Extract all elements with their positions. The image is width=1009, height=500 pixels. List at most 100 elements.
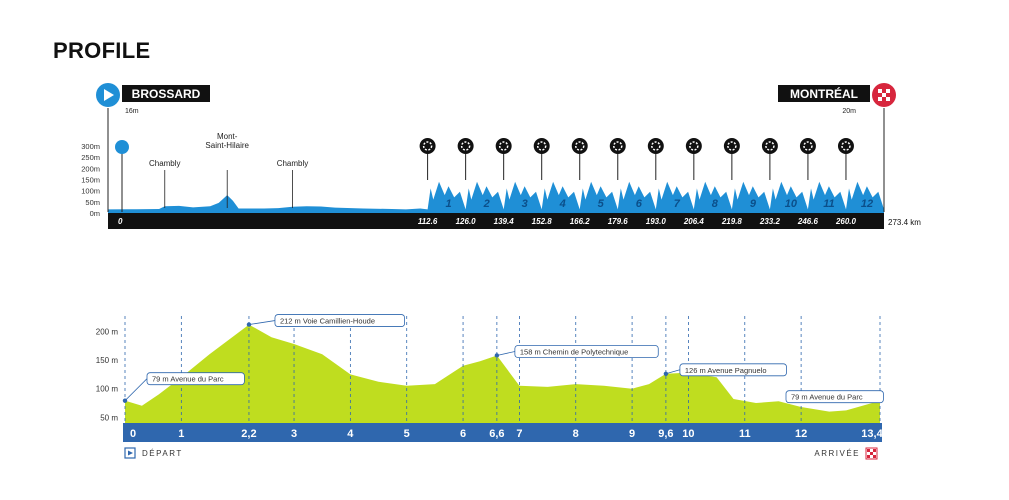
callout-leader bbox=[248, 320, 276, 325]
overview-ytick-label: 0m bbox=[90, 209, 100, 218]
overview-elevation-area bbox=[108, 181, 884, 213]
start-play-icon bbox=[104, 89, 114, 101]
lap-marker-icon bbox=[685, 138, 702, 154]
circuit-km-label: 6,6 bbox=[489, 428, 504, 440]
lap-marker-icon bbox=[647, 138, 664, 154]
arrivee-label: ARRIVÉE bbox=[814, 449, 860, 458]
circuit-ytick-label: 150 m bbox=[96, 356, 119, 365]
overview-lap-km-label: 152.8 bbox=[532, 217, 553, 226]
lap-marker-icon bbox=[723, 138, 740, 154]
overview-lap-number: 10 bbox=[785, 198, 798, 210]
overview-ytick-label: 100m bbox=[81, 187, 100, 196]
overview-lap-km-label: 112.6 bbox=[418, 217, 438, 226]
circuit-km-label: 4 bbox=[347, 428, 354, 440]
lap-marker-icon bbox=[837, 138, 854, 154]
callout-point bbox=[663, 371, 669, 376]
circuit-elevation-area bbox=[125, 324, 880, 423]
callout-label: 158 m Chemin de Polytechnique bbox=[520, 347, 628, 356]
finish-checker-square bbox=[878, 89, 882, 93]
finish-name: MONTRÉAL bbox=[790, 86, 858, 101]
lap-marker-icon-inner bbox=[460, 141, 471, 151]
circuit-ytick-label: 200 m bbox=[96, 327, 119, 336]
callout-leader bbox=[665, 369, 681, 375]
overview-profile-chart: 300m 250m 200m 150m 100m 50m 0m 0 273.4 km 112.6 1… bbox=[81, 83, 921, 229]
callout-box bbox=[679, 363, 787, 377]
arrivee-checker-square bbox=[873, 455, 876, 458]
lap-marker-icon-inner bbox=[536, 141, 547, 151]
overview-finish-km: 273.4 km bbox=[888, 218, 921, 227]
finish-checker-square bbox=[878, 97, 882, 101]
overview-ytick-label: 200m bbox=[81, 164, 100, 173]
start-name: BROSSARD bbox=[132, 87, 201, 101]
arrivee-checker-square bbox=[873, 449, 876, 452]
lap-marker-icon-inner bbox=[574, 141, 585, 151]
circuit-km-label: 2,2 bbox=[241, 428, 256, 440]
depart-play-icon bbox=[128, 450, 133, 456]
circuit-km-label: 11 bbox=[739, 428, 751, 440]
depart-label: DÉPART bbox=[142, 449, 183, 458]
finish-checker-square bbox=[882, 93, 886, 97]
callout-label: 79 m Avenue du Parc bbox=[791, 393, 863, 402]
callout-point bbox=[494, 353, 500, 358]
overview-lap-km-label: 233.2 bbox=[759, 217, 781, 226]
overview-lap-number: 4 bbox=[559, 198, 566, 210]
lap-marker-icon bbox=[533, 138, 550, 154]
lap-marker-icon bbox=[761, 138, 778, 154]
overview-lap-number: 9 bbox=[750, 198, 757, 210]
finish-checker-square bbox=[886, 97, 890, 101]
circuit-km-axis bbox=[123, 423, 882, 442]
overview-lap-number: 11 bbox=[823, 198, 834, 210]
overview-lap-km-label: 139.4 bbox=[494, 217, 515, 226]
page-title: PROFILE bbox=[53, 38, 151, 63]
lap-marker-icon-inner bbox=[689, 141, 699, 151]
callout-label: 79 m Avenue du Parc bbox=[152, 375, 224, 384]
arrivee-checker-square bbox=[867, 449, 870, 452]
lap-marker-icon bbox=[419, 138, 436, 154]
lap-marker-icon bbox=[495, 138, 512, 154]
overview-ytick-label: 300m bbox=[81, 142, 100, 151]
overview-lap-number: 12 bbox=[861, 198, 873, 210]
lap-marker-icon bbox=[799, 138, 816, 154]
start-elevation: 16m bbox=[125, 108, 139, 115]
circuit-ytick-label: 50 m bbox=[100, 413, 118, 422]
overview-place-label-line: Mont- bbox=[217, 132, 238, 141]
overview-ytick-label: 50m bbox=[85, 198, 100, 207]
overview-lap-km-label: 179.6 bbox=[608, 217, 629, 226]
callout-box bbox=[146, 372, 245, 386]
overview-lap-km-label: 260.0 bbox=[835, 217, 857, 226]
overview-lap-km-label: 166.2 bbox=[570, 217, 591, 226]
circuit-km-label: 9,6 bbox=[658, 428, 673, 440]
lap-marker-icon-inner bbox=[841, 141, 851, 151]
circuit-km-label: 13,4 bbox=[861, 428, 883, 440]
lap-marker-icon-inner bbox=[651, 141, 661, 151]
callout-label: 212 m Voie Camillien-Houde bbox=[280, 317, 375, 326]
overview-place-label: Chambly bbox=[149, 159, 181, 168]
circuit-km-label: 9 bbox=[629, 428, 635, 440]
overview-lap-km-label: 193.0 bbox=[646, 217, 667, 226]
circuit-ytick-label: 100 m bbox=[96, 385, 119, 394]
callout-point bbox=[122, 398, 128, 403]
overview-lap-number: 2 bbox=[483, 198, 490, 210]
overview-lap-number: 7 bbox=[674, 198, 681, 210]
callout-leader bbox=[496, 351, 515, 356]
overview-lap-km-label: 246.6 bbox=[797, 217, 819, 226]
callout-box bbox=[274, 314, 405, 327]
arrivee-checker-square bbox=[867, 455, 870, 458]
callout-box bbox=[514, 345, 659, 358]
lap-marker-icon-inner bbox=[498, 141, 509, 151]
overview-place-label: Chambly bbox=[277, 159, 309, 168]
overview-km-axis bbox=[108, 213, 884, 229]
circuit-km-label: 10 bbox=[682, 428, 694, 440]
finish-name-box bbox=[778, 85, 870, 102]
circuit-km-label: 12 bbox=[795, 428, 807, 440]
lap-marker-icon-inner bbox=[727, 141, 737, 151]
overview-lap-km-label: 219.8 bbox=[721, 217, 743, 226]
callout-point bbox=[246, 322, 252, 327]
lap-marker-icon-inner bbox=[803, 141, 813, 151]
circuit-km-label: 7 bbox=[516, 428, 522, 440]
finish-checker-square bbox=[886, 89, 890, 93]
callout-label: 126 m Avenue Pagnuelo bbox=[685, 366, 767, 375]
lap-marker-icon bbox=[571, 138, 588, 154]
overview-lap-number: 1 bbox=[446, 198, 452, 210]
